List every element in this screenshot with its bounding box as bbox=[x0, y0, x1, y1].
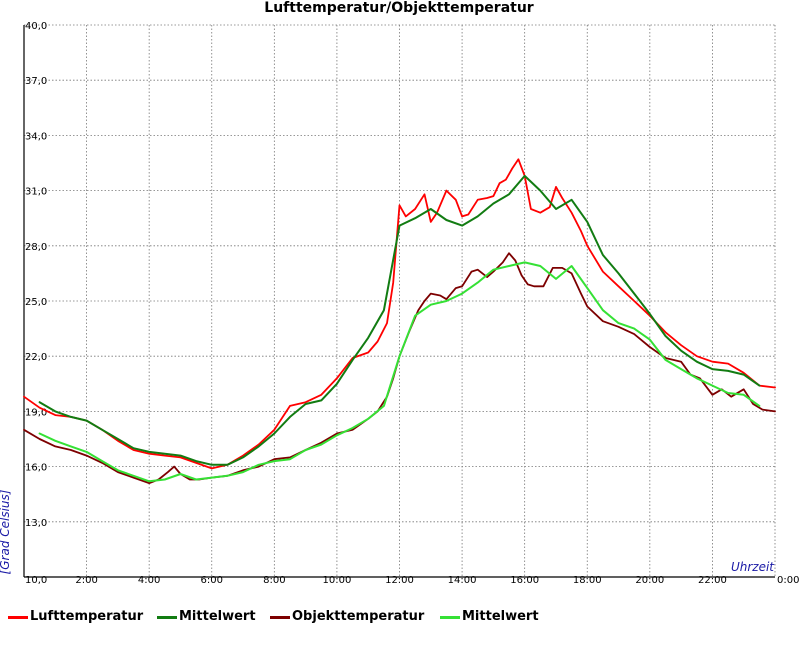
y-tick-label: 22,0 bbox=[25, 352, 47, 363]
x-tick-label: 0:00 bbox=[777, 575, 799, 586]
y-tick-label: 13,0 bbox=[25, 518, 47, 529]
legend-swatch bbox=[8, 616, 28, 619]
series-line-1 bbox=[23, 158, 776, 470]
chart-canvas: Lufttemperatur/Objekttemperatur 10,0 13,0… bbox=[0, 0, 799, 586]
legend-label: Mittelwert bbox=[462, 609, 539, 624]
y-tick-label: 19,0 bbox=[25, 407, 47, 418]
x-tick-label: 20:00 bbox=[635, 575, 664, 586]
x-tick-label: 10:00 bbox=[323, 575, 352, 586]
series-line-2 bbox=[38, 174, 761, 466]
series-line-3 bbox=[23, 252, 776, 485]
x-tick-label: 18:00 bbox=[573, 575, 602, 586]
legend-label: Lufttemperatur bbox=[30, 609, 144, 624]
y-tick-label: 34,0 bbox=[25, 131, 47, 142]
axis-ticks: 10,0 13,0 16,0 19,0 22,0 25,0 28,0 31,0 34,0 37,0… bbox=[25, 21, 799, 586]
x-tick-label: 12:00 bbox=[385, 575, 414, 586]
y-tick-label: 37,0 bbox=[25, 76, 47, 87]
y-tick-label: 25,0 bbox=[25, 297, 47, 308]
series-group bbox=[23, 158, 776, 485]
legend-label: Objekttemperatur bbox=[292, 609, 425, 624]
chart-title: Lufttemperatur/Objekttemperatur bbox=[264, 0, 534, 16]
x-tick-label: 8:00 bbox=[263, 575, 285, 586]
x-tick-label: 22:00 bbox=[698, 575, 727, 586]
y-tick-label: 40,0 bbox=[25, 21, 47, 32]
y-tick-label: 31,0 bbox=[25, 187, 47, 198]
x-tick-label: 16:00 bbox=[510, 575, 539, 586]
x-tick-label: 4:00 bbox=[138, 575, 160, 586]
legend-swatch bbox=[270, 616, 290, 619]
legend-label: Mittelwert bbox=[179, 609, 256, 624]
y-tick-label: 10,0 bbox=[25, 575, 47, 586]
x-axis-label: Uhrzeit bbox=[731, 560, 775, 574]
series-line-4 bbox=[38, 261, 761, 483]
grid bbox=[23, 24, 776, 578]
legend-swatch bbox=[157, 616, 177, 619]
y-axis-label: [Grad Celsius] bbox=[0, 489, 12, 574]
y-tick-label: 28,0 bbox=[25, 242, 47, 253]
x-tick-label: 2:00 bbox=[75, 575, 97, 586]
y-tick-label: 16,0 bbox=[25, 463, 47, 474]
legend: Lufttemperatur Mittelwert Objekttemperatur… bbox=[0, 607, 800, 627]
x-tick-label: 14:00 bbox=[448, 575, 477, 586]
legend-swatch bbox=[440, 616, 460, 619]
x-tick-label: 6:00 bbox=[201, 575, 223, 586]
